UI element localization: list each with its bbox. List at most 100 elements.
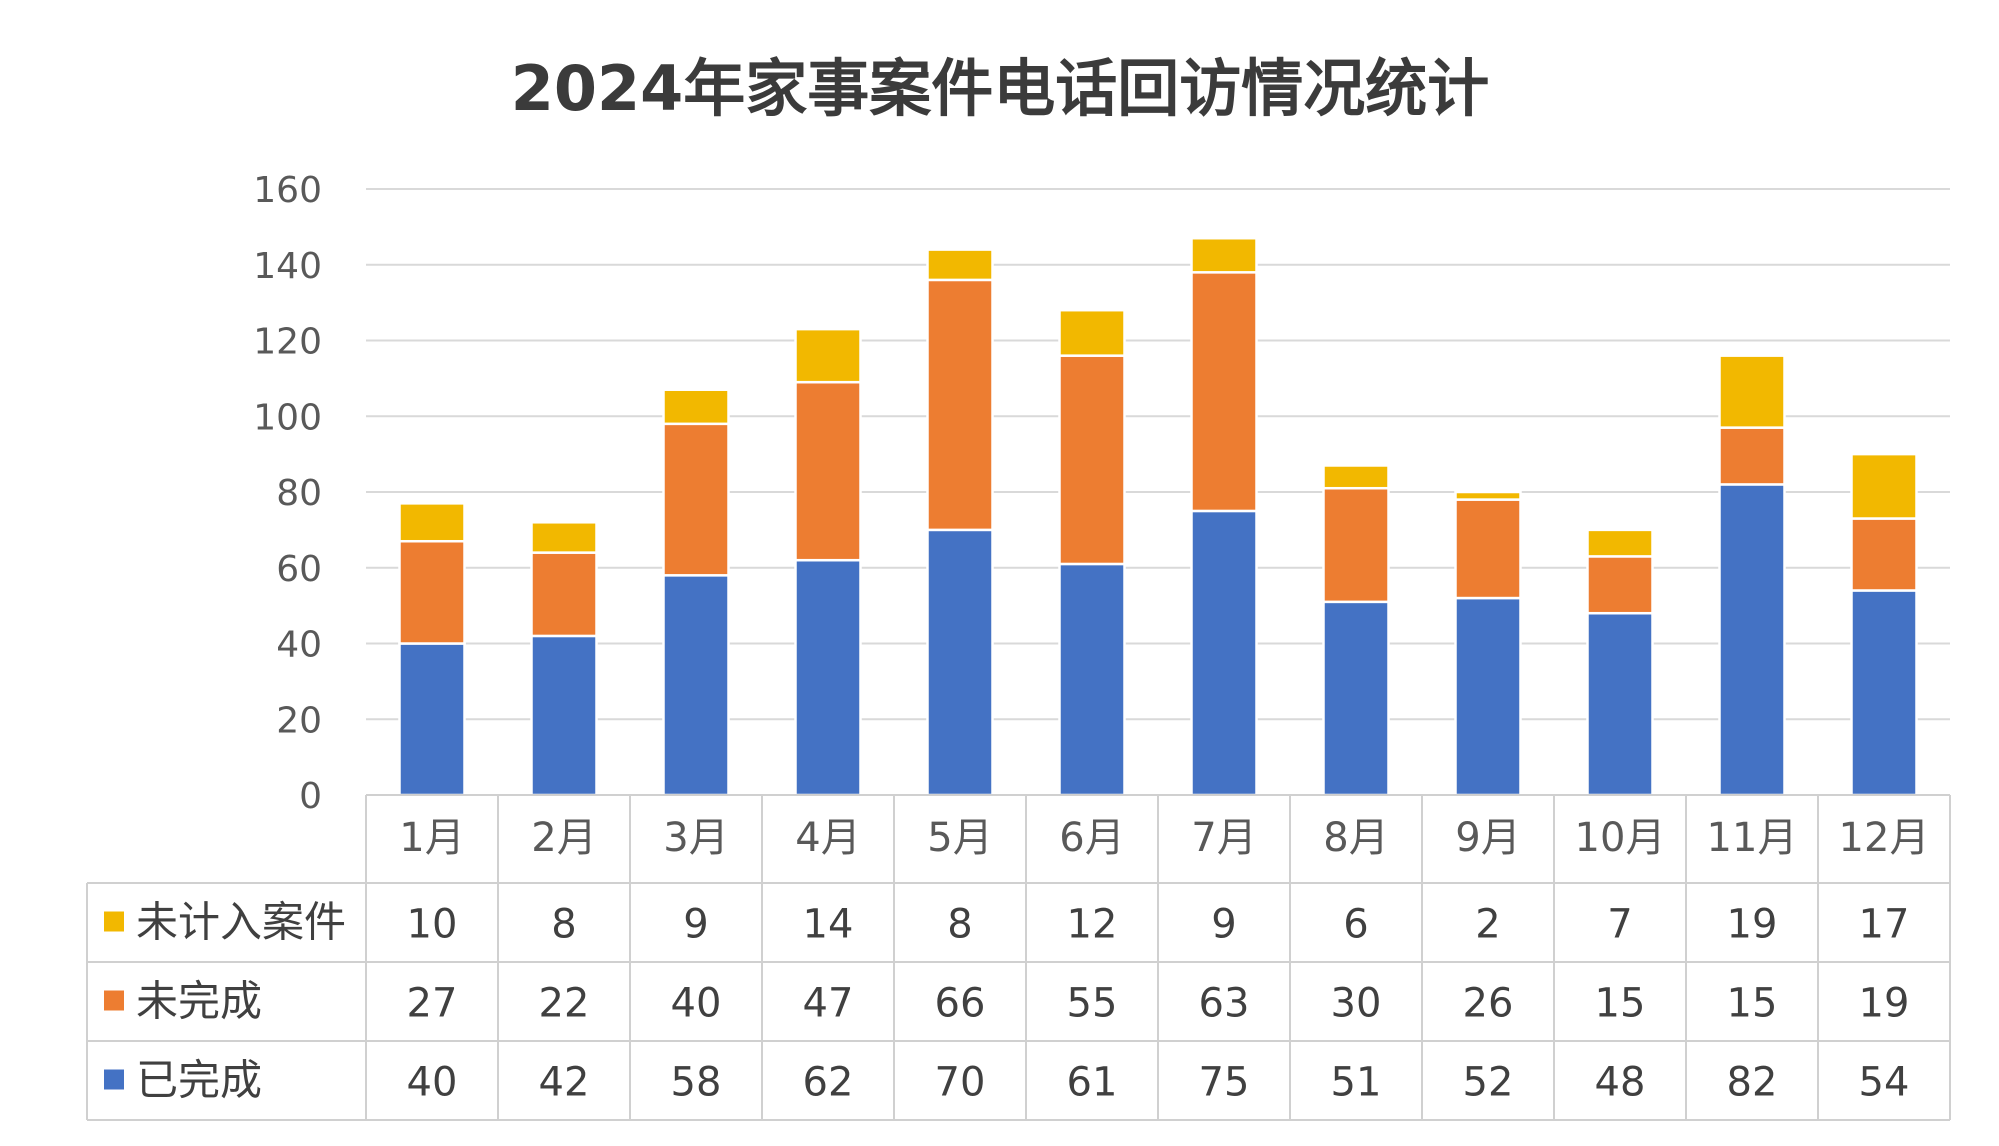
bar-segment-not-counted	[794, 327, 862, 384]
bar-segment-not-counted	[398, 502, 466, 543]
bar-segment-completed	[1850, 589, 1918, 797]
x-category-label: 2月	[531, 815, 596, 861]
table-cell-value: 14	[803, 902, 854, 948]
bar-segment-not-counted	[662, 388, 730, 426]
bar-segment-completed	[1190, 509, 1258, 797]
table-cell-value: 47	[803, 981, 854, 1027]
y-tick-label: 60	[276, 549, 322, 590]
bar-segment-incomplete	[794, 380, 862, 562]
table-cell-value: 40	[671, 981, 722, 1027]
table-cell-value: 70	[935, 1060, 986, 1106]
bar-segment-incomplete	[398, 539, 466, 645]
table-cell-value: 8	[551, 902, 576, 948]
x-category-label: 12月	[1839, 815, 1930, 861]
bar-segment-completed	[1058, 562, 1126, 797]
chart-title: 2024年家事案件电话回访情况统计	[511, 52, 1490, 125]
y-tick-label: 140	[253, 246, 322, 287]
table-cell-value: 10	[407, 902, 458, 948]
x-category-label: 9月	[1455, 815, 1520, 861]
bar-segment-incomplete	[662, 422, 730, 577]
table-cell-value: 9	[683, 902, 708, 948]
y-tick-label: 20	[276, 700, 322, 741]
x-category-label: 5月	[927, 815, 992, 861]
bar-segment-not-counted	[1322, 464, 1390, 490]
bars	[398, 236, 1918, 797]
legend-key-completed	[104, 1069, 124, 1090]
legend-key-incomplete	[104, 990, 124, 1011]
bar-segment-incomplete	[1058, 354, 1126, 566]
x-category-label: 7月	[1191, 815, 1256, 861]
table-cell-value: 54	[1859, 1060, 1910, 1106]
table-cell-value: 26	[1463, 981, 1514, 1027]
bar-segment-not-counted	[1190, 236, 1258, 274]
table-cell-value: 27	[407, 981, 458, 1027]
table-cell-value: 51	[1331, 1060, 1382, 1106]
table-cell-value: 55	[1067, 981, 1118, 1027]
bar-segment-incomplete	[1322, 486, 1390, 604]
table-cell-value: 62	[803, 1060, 854, 1106]
y-tick-label: 160	[253, 170, 322, 211]
x-category-label: 11月	[1707, 815, 1798, 861]
y-tick-label: 80	[276, 473, 322, 514]
legend-label: 未完成	[136, 977, 262, 1026]
legend-label: 已完成	[136, 1056, 262, 1105]
bar-segment-not-counted	[1850, 452, 1918, 520]
x-category-label: 1月	[399, 815, 464, 861]
table-cell-value: 40	[407, 1060, 458, 1106]
bar-segment-completed	[662, 574, 730, 797]
y-axis-ticks: 0 20 40 60 80 100 120 140 160	[253, 170, 322, 817]
x-category-label: 8月	[1323, 815, 1388, 861]
table-cell-value: 66	[935, 981, 986, 1027]
bar-segment-completed	[926, 528, 994, 797]
bar-segment-completed	[530, 634, 598, 797]
bar-segment-incomplete	[530, 551, 598, 638]
table-cell-value: 12	[1067, 902, 1118, 948]
table-cell-value: 75	[1199, 1060, 1250, 1106]
bar-segment-not-counted	[1058, 308, 1126, 357]
table-cell-value: 30	[1331, 981, 1382, 1027]
table-cell-value: 15	[1727, 981, 1778, 1027]
bar-segment-incomplete	[1850, 517, 1918, 592]
table-cell-value: 63	[1199, 981, 1250, 1027]
bar-segment-incomplete	[1190, 271, 1258, 513]
table-cell-value: 19	[1727, 902, 1778, 948]
y-tick-label: 100	[253, 397, 322, 438]
bar-segment-completed	[1718, 483, 1786, 797]
table-cell-value: 61	[1067, 1060, 1118, 1106]
table-cell-value: 8	[947, 902, 972, 948]
bar-segment-not-counted	[1718, 354, 1786, 429]
table-cell-value: 6	[1343, 902, 1368, 948]
table-cell-value: 2	[1475, 902, 1500, 948]
bar-segment-incomplete	[1718, 426, 1786, 486]
table-cell-value: 22	[539, 981, 590, 1027]
bar-segment-not-counted	[1586, 528, 1654, 558]
table-cell-value: 15	[1595, 981, 1646, 1027]
legend-key-not-counted	[104, 911, 124, 932]
y-tick-label: 40	[276, 625, 322, 666]
table-cell-value: 7	[1607, 902, 1632, 948]
x-category-label: 6月	[1059, 815, 1124, 861]
table-cell-value: 9	[1211, 902, 1236, 948]
bar-segment-completed	[1454, 596, 1522, 797]
table-cell-value: 42	[539, 1060, 590, 1106]
bar-segment-completed	[398, 642, 466, 797]
bar-segment-completed	[1586, 611, 1654, 797]
x-category-label: 4月	[795, 815, 860, 861]
table-cell-value: 48	[1595, 1060, 1646, 1106]
bar-segment-completed	[794, 558, 862, 797]
x-category-label: 3月	[663, 815, 728, 861]
bar-segment-completed	[1322, 600, 1390, 797]
table-cell-value: 19	[1859, 981, 1910, 1027]
bar-segment-incomplete	[1454, 498, 1522, 600]
table-cell-value: 17	[1859, 902, 1910, 948]
legend-label: 未计入案件	[136, 898, 346, 947]
bar-segment-incomplete	[926, 278, 994, 532]
table-cell-value: 82	[1727, 1060, 1778, 1106]
bar-segment-not-counted	[530, 521, 598, 554]
gridlines	[366, 188, 1950, 721]
bar-segment-not-counted	[926, 248, 994, 282]
y-tick-label: 120	[253, 322, 322, 363]
